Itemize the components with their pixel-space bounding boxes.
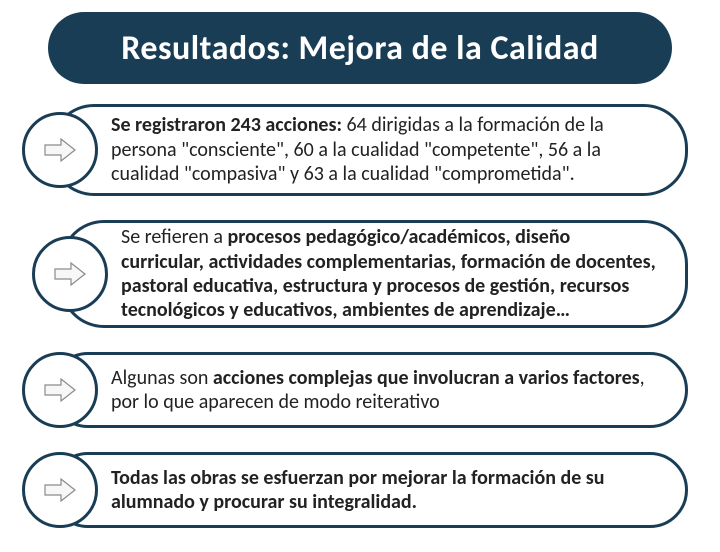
arrow-right-icon xyxy=(43,376,77,404)
item-pill: Se registraron 243 acciones: 64 dirigida… xyxy=(50,104,688,196)
list-item: Se registraron 243 acciones: 64 dirigida… xyxy=(0,104,720,196)
arrow-circle xyxy=(22,452,98,528)
arrow-right-icon xyxy=(43,136,77,164)
item-text: Se refieren a procesos pedagógico/académ… xyxy=(121,225,657,323)
arrow-right-icon xyxy=(43,476,77,504)
item-text: Se registraron 243 acciones: 64 dirigida… xyxy=(111,113,657,186)
list-item: Algunas son acciones complejas que invol… xyxy=(0,352,720,428)
slide-title: Resultados: Mejora de la Calidad xyxy=(121,28,599,69)
item-pill: Todas las obras se esfuerzan por mejorar… xyxy=(50,452,688,528)
title-band: Resultados: Mejora de la Calidad xyxy=(48,12,672,84)
arrow-circle xyxy=(22,112,98,188)
slide: Resultados: Mejora de la Calidad Se regi… xyxy=(0,0,720,540)
arrow-circle xyxy=(32,236,108,312)
item-pill: Algunas son acciones complejas que invol… xyxy=(50,352,688,428)
arrow-right-icon xyxy=(53,260,87,288)
arrow-circle xyxy=(22,352,98,428)
list-item: Se refieren a procesos pedagógico/académ… xyxy=(0,220,720,328)
items-container: Se registraron 243 acciones: 64 dirigida… xyxy=(0,104,720,552)
item-text: Todas las obras se esfuerzan por mejorar… xyxy=(111,466,657,515)
item-text: Algunas son acciones complejas que invol… xyxy=(111,366,657,415)
item-pill: Se refieren a procesos pedagógico/académ… xyxy=(60,220,688,328)
list-item: Todas las obras se esfuerzan por mejorar… xyxy=(0,452,720,528)
